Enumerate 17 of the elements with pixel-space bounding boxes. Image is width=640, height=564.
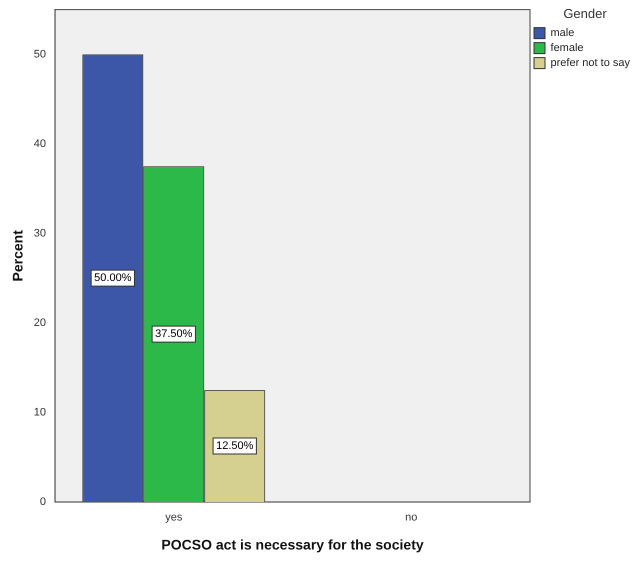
legend-label: female	[550, 42, 584, 54]
y-tick-label: 30	[34, 227, 46, 240]
x-axis-title: POCSO act is necessary for the society	[161, 536, 424, 552]
y-tick-label: 50	[34, 48, 46, 60]
y-tick-label: 20	[34, 316, 46, 329]
legend-title: Gender	[563, 6, 608, 22]
data-label: 37.50%	[155, 328, 193, 340]
x-tick-label: yes	[165, 512, 183, 524]
y-tick-label: 40	[34, 138, 46, 150]
x-tick-label: no	[405, 512, 418, 524]
y-tick-label: 0	[40, 496, 46, 508]
legend-label: male	[550, 27, 574, 40]
y-axis-title: Percent	[9, 230, 26, 282]
data-label: 50.00%	[94, 272, 132, 284]
data-label: 12.50%	[216, 440, 254, 452]
y-tick-label: 10	[34, 406, 46, 419]
legend-label: prefer not to say	[550, 57, 630, 70]
